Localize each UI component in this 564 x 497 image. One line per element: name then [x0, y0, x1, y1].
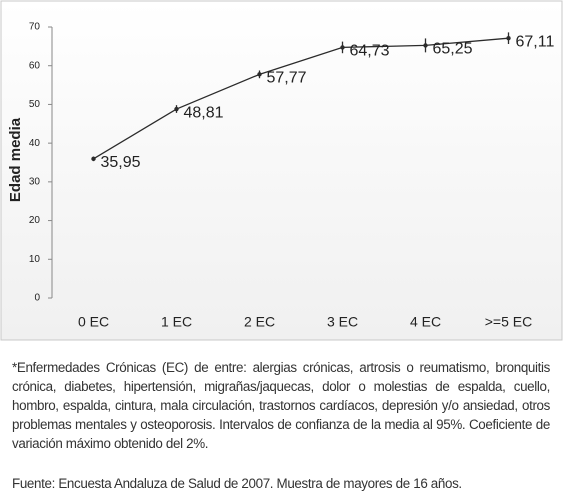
x-tick-label: 1 EC — [161, 314, 192, 330]
footnote: *Enfermedades Crónicas (EC) de entre: al… — [12, 360, 550, 451]
point — [91, 156, 96, 162]
y-tick-label: 60 — [29, 60, 41, 71]
x-tick-label: >=5 EC — [485, 314, 532, 330]
x-tick-label: 0 EC — [78, 314, 109, 330]
value-label: 64,73 — [350, 43, 390, 60]
source: Fuente: Encuesta Andaluza de Salud de 20… — [12, 476, 462, 491]
y-axis-label: Edad media — [7, 117, 24, 202]
line — [93, 37, 509, 160]
value-label: 48,81 — [184, 104, 224, 121]
y-tick-label: 40 — [29, 138, 41, 149]
y-tick-label: 20 — [29, 215, 41, 226]
value-label: 65,25 — [433, 41, 473, 58]
value-label: 35,95 — [101, 154, 141, 171]
point — [257, 72, 262, 77]
y-tick-label: 50 — [29, 99, 41, 110]
point — [506, 35, 511, 41]
y-tick-label: 70 — [29, 22, 41, 33]
point — [174, 106, 179, 112]
chart-frame — [0, 0, 563, 341]
value-label: 67,11 — [516, 33, 555, 50]
x-tick-label: 4 EC — [410, 314, 441, 330]
chart: Edad media 0 10 20 30 40 50 60 70 0 EC 1 EC 2 EC 3 … — [0, 0, 563, 341]
x-tick-label: 3 EC — [327, 314, 358, 330]
y-tick-label: 10 — [29, 254, 41, 265]
point — [340, 45, 345, 50]
point — [423, 43, 428, 48]
value-label: 57,77 — [267, 70, 307, 87]
y-tick-label: 30 — [29, 176, 41, 187]
x-tick-label: 2 EC — [244, 314, 275, 330]
y-tick-label: 0 — [34, 293, 40, 304]
